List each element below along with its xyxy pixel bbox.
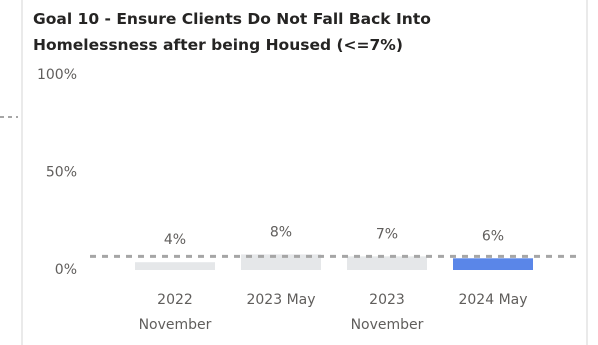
value-label: 7% bbox=[376, 226, 398, 242]
y-tick-label: 50% bbox=[46, 165, 77, 181]
value-label: 4% bbox=[164, 232, 186, 248]
text-line: November bbox=[139, 317, 212, 333]
y-tick-label: 0% bbox=[55, 262, 77, 278]
text-line: Homelessness after being Housed (<=7%) bbox=[33, 36, 403, 54]
x-tick-label: 2023 May bbox=[246, 292, 315, 308]
text-line: 2024 May bbox=[458, 292, 527, 308]
chart-title: Goal 10 - Ensure Clients Do Not Fall Bac… bbox=[33, 10, 431, 54]
text-line: November bbox=[351, 317, 424, 333]
bar bbox=[135, 262, 215, 270]
bar bbox=[241, 254, 321, 270]
text-line: 2023 May bbox=[246, 292, 315, 308]
text-line: 2023 bbox=[369, 292, 405, 308]
text-line: Goal 10 - Ensure Clients Do Not Fall Bac… bbox=[33, 10, 431, 28]
y-tick-label: 100% bbox=[37, 67, 77, 83]
value-label: 8% bbox=[270, 224, 292, 240]
bar bbox=[347, 256, 427, 270]
x-tick-label: 2022 November bbox=[139, 292, 212, 333]
x-tick-label: 2024 May bbox=[458, 292, 527, 308]
value-label: 6% bbox=[482, 228, 504, 244]
bar bbox=[453, 258, 533, 270]
text-line: 2022 bbox=[157, 292, 193, 308]
x-tick-label: 2023 November bbox=[351, 292, 424, 333]
